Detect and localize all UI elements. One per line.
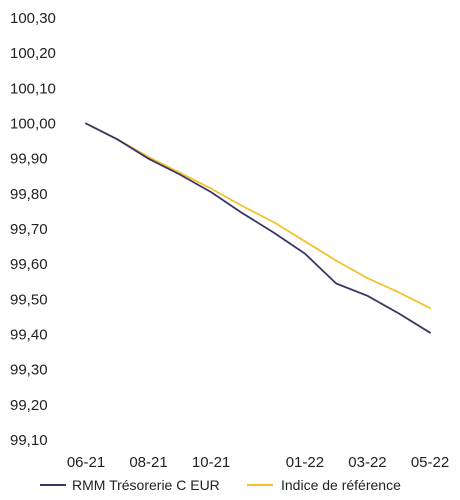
y-tick-label: 99,20 bbox=[10, 397, 48, 414]
series-lines bbox=[85, 122, 431, 334]
y-tick-label: 99,80 bbox=[10, 186, 48, 203]
series-line-1 bbox=[85, 122, 431, 310]
legend-label: RMM Trésorerie C EUR bbox=[72, 477, 220, 493]
y-tick-label: 99,40 bbox=[10, 327, 48, 344]
x-tick-label: 06-21 bbox=[67, 454, 105, 471]
x-tick-label: 08-21 bbox=[129, 454, 167, 471]
x-tick-label: 05-22 bbox=[411, 454, 449, 471]
y-tick-label: 100,20 bbox=[10, 45, 56, 62]
series-line-0 bbox=[85, 122, 431, 334]
x-tick-label: 03-22 bbox=[348, 454, 386, 471]
y-tick-label: 100,10 bbox=[10, 80, 56, 97]
x-tick-label: 01-22 bbox=[286, 454, 324, 471]
y-tick-label: 99,30 bbox=[10, 362, 48, 379]
y-tick-label: 100,00 bbox=[10, 116, 56, 133]
y-tick-label: 99,70 bbox=[10, 221, 48, 238]
y-axis-ticks: 100,30 100,20 100,10 100,00 99,90 99,80 99,70 9… bbox=[10, 10, 56, 449]
y-tick-label: 100,30 bbox=[10, 10, 56, 27]
x-tick-label: 10-21 bbox=[192, 454, 230, 471]
y-tick-label: 99,50 bbox=[10, 291, 48, 308]
legend-label: Indice de référence bbox=[281, 477, 401, 493]
y-tick-label: 99,10 bbox=[10, 432, 48, 449]
legend: RMM Trésorerie C EUR Indice de référence bbox=[40, 477, 401, 493]
y-tick-label: 99,90 bbox=[10, 151, 48, 168]
x-axis-ticks: 06-21 08-21 10-21 01-22 03-22 05-22 bbox=[67, 454, 449, 471]
y-tick-label: 99,60 bbox=[10, 256, 48, 273]
